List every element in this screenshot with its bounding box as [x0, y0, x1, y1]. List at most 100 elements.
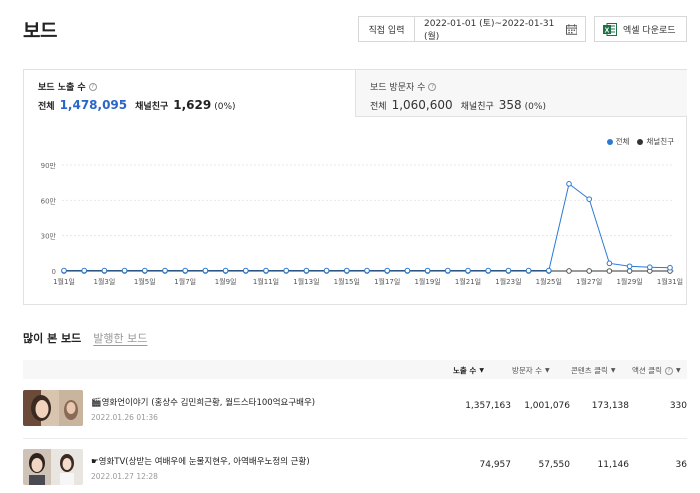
- data-point: [202, 267, 209, 274]
- x-tick-label: 1월5일: [134, 277, 156, 286]
- x-tick-label: 1월31일: [657, 277, 683, 286]
- x-tick-label: 1월23일: [495, 277, 521, 286]
- data-point: [667, 264, 673, 271]
- help-icon[interactable]: ?: [664, 366, 673, 375]
- calendar-icon[interactable]: [565, 23, 577, 35]
- tab-most-viewed[interactable]: 많이 본 보드: [23, 332, 82, 345]
- legend-label-channel: 채널친구: [646, 137, 674, 146]
- data-point: [424, 267, 431, 274]
- x-tick-label: 1월15일: [334, 277, 360, 286]
- visitors-total-label: 전체: [370, 102, 387, 112]
- help-icon[interactable]: ?: [88, 82, 97, 91]
- visitors-channel-label: 채널친구: [460, 102, 494, 112]
- x-tick-label: 1월17일: [374, 277, 400, 286]
- data-point: [101, 267, 108, 274]
- y-tick-label: 60만: [41, 196, 57, 205]
- page-title: 보드: [23, 20, 57, 42]
- cell-impressions: 74,957: [479, 460, 512, 470]
- visitors-channel-pct: (0%): [524, 102, 546, 112]
- y-tick-label: 90만: [41, 161, 57, 170]
- impressions-total-value: 1,478,095: [59, 98, 128, 112]
- column-action-clicks-label: 액션 클릭: [632, 366, 662, 375]
- sort-desc-icon: ▼: [479, 367, 484, 374]
- data-point: [465, 267, 471, 274]
- legend-dot-channel: [637, 138, 644, 145]
- row-date: 2022.01.26 01:36: [91, 413, 158, 422]
- cell-content-clicks: 173,138: [591, 401, 629, 411]
- cell-action-clicks: 36: [675, 460, 687, 470]
- x-tick-label: 1월7일: [174, 277, 196, 286]
- svg-text:X: X: [605, 27, 610, 34]
- excel-download-label: 엑셀 다운로드: [623, 25, 676, 36]
- table-header: 노출 수 ▼ 방문자 수 ▼ 콘텐츠 클릭 ▼ 액션 클릭? ▼: [23, 360, 687, 379]
- tab-impressions[interactable]: 보드 노출 수 ? 전체 1,478,095 채널친구 1,629 (0%): [24, 70, 355, 117]
- cell-content-clicks: 11,146: [597, 460, 630, 470]
- column-content-clicks[interactable]: 콘텐츠 클릭 ▼: [571, 365, 616, 376]
- date-range-text: 2022-01-01 (토)~2022-01-31 (월): [424, 19, 555, 42]
- sort-icon: ▼: [544, 367, 550, 374]
- data-point: [303, 267, 310, 274]
- x-tick-label: 1월27일: [576, 277, 602, 286]
- data-point: [344, 267, 350, 274]
- data-point: [505, 267, 512, 274]
- row-title[interactable]: ☛영화TV(상받는 여배우에 눈물지현우, 아역배우노정의 근황): [91, 457, 310, 467]
- data-point: [142, 267, 148, 274]
- impressions-total-label: 전체: [38, 102, 55, 112]
- impressions-channel-pct: (0%): [214, 102, 236, 112]
- direct-input-button[interactable]: 직접 입력: [359, 17, 415, 41]
- x-tick-label: 1월13일: [293, 277, 319, 286]
- data-point: [243, 267, 249, 274]
- visitors-channel-value: 358: [498, 98, 522, 112]
- x-tick-label: 1월21일: [455, 277, 481, 286]
- data-point: [626, 268, 633, 274]
- stats-panel: 보드 노출 수 ? 전체 1,478,095 채널친구 1,629 (0%) 보…: [23, 69, 687, 305]
- x-tick-label: 1월19일: [414, 277, 440, 286]
- cell-visitors: 57,550: [538, 460, 571, 470]
- impressions-title: 보드 노출 수: [38, 83, 86, 93]
- data-point: [162, 267, 168, 274]
- data-point: [606, 268, 613, 274]
- thumbnail-image[interactable]: [23, 390, 83, 426]
- data-point: [384, 267, 391, 274]
- data-point: [182, 267, 188, 274]
- table-row[interactable]: ☛영화TV(상받는 여배우에 눈물지현우, 아역배우노정의 근황) 2022.0…: [23, 449, 687, 493]
- x-tick-label: 1월11일: [253, 277, 279, 286]
- tab-published[interactable]: 발행한 보드: [93, 332, 148, 345]
- data-point: [222, 267, 229, 274]
- x-tick-label: 1월9일: [215, 277, 237, 286]
- data-point: [546, 267, 552, 274]
- data-point: [626, 263, 633, 270]
- column-visitors-label: 방문자 수: [512, 366, 542, 375]
- section-tabs: 많이 본 보드 발행한 보드: [23, 330, 147, 346]
- data-point: [647, 264, 653, 271]
- column-action-clicks[interactable]: 액션 클릭? ▼: [632, 365, 681, 376]
- column-visitors[interactable]: 방문자 수 ▼: [512, 365, 550, 376]
- help-icon[interactable]: ?: [428, 82, 437, 91]
- column-content-clicks-label: 콘텐츠 클릭: [571, 366, 608, 375]
- data-point: [586, 268, 593, 274]
- visitors-total-value: 1,060,600: [391, 98, 453, 112]
- data-point: [586, 196, 593, 202]
- data-point: [606, 260, 613, 267]
- legend-dot-total: [606, 138, 613, 145]
- data-point: [525, 267, 532, 274]
- legend-item-total[interactable]: 전체: [606, 136, 629, 147]
- y-tick-label: 0: [52, 268, 56, 276]
- legend-item-channel[interactable]: 채널친구: [637, 136, 674, 147]
- x-tick-label: 1월1일: [53, 277, 75, 286]
- impressions-channel-label: 채널친구: [135, 102, 169, 112]
- data-point: [566, 181, 572, 187]
- x-tick-label: 1월3일: [94, 277, 116, 286]
- row-divider: [23, 438, 687, 439]
- thumbnail-image[interactable]: [23, 449, 83, 485]
- column-impressions-label: 노출 수: [453, 366, 477, 375]
- row-title[interactable]: 🎬영화언이야기 (홍상수 김민희근황, 월드스타100억요구배우): [91, 398, 316, 408]
- excel-download-button[interactable]: X 엑셀 다운로드: [594, 16, 687, 42]
- sort-icon: ▼: [610, 367, 616, 374]
- date-range-picker[interactable]: 2022-01-01 (토)~2022-01-31 (월): [415, 17, 585, 42]
- column-impressions[interactable]: 노출 수 ▼: [453, 365, 484, 376]
- tab-visitors[interactable]: 보드 방문자 수 ? 전체 1,060,600 채널친구 358 (0%): [355, 70, 687, 117]
- data-point: [364, 267, 370, 274]
- table-row[interactable]: 🎬영화언이야기 (홍상수 김민희근황, 월드스타100억요구배우) 2022.0…: [23, 390, 687, 442]
- date-filter: 직접 입력 2022-01-01 (토)~2022-01-31 (월): [358, 16, 586, 42]
